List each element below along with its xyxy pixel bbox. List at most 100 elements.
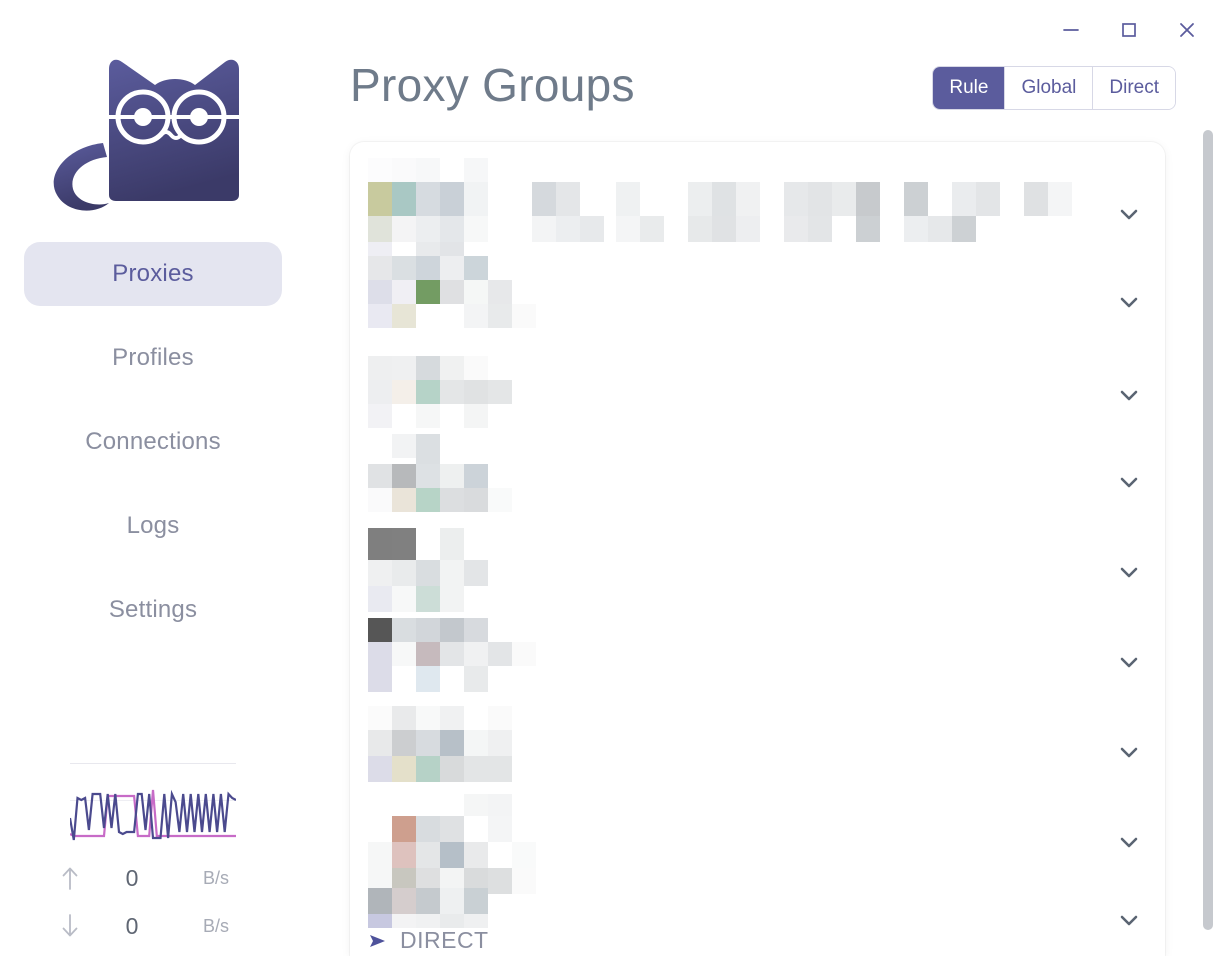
redacted-block <box>392 380 416 404</box>
redacted-block <box>368 560 392 586</box>
chevron-down-icon[interactable] <box>1093 827 1165 857</box>
redacted-block <box>464 304 488 328</box>
redacted-block <box>392 816 416 842</box>
scrollbar-thumb[interactable] <box>1203 129 1213 931</box>
redacted-block <box>392 158 416 182</box>
proxy-group-row-1[interactable] <box>350 156 1165 272</box>
redacted-block <box>440 756 464 782</box>
chevron-down-icon[interactable] <box>1093 380 1165 410</box>
redacted-block <box>392 488 416 512</box>
proxy-group-row-2[interactable] <box>350 254 1165 350</box>
redacted-block <box>464 280 488 304</box>
redacted-block <box>368 404 392 428</box>
redacted-block <box>440 280 464 304</box>
redacted-block <box>368 618 392 642</box>
minimize-icon[interactable] <box>1048 10 1094 50</box>
chevron-down-icon[interactable] <box>1093 199 1165 229</box>
mode-button-direct[interactable]: Direct <box>1093 67 1175 109</box>
proxy-group-row-8[interactable] <box>350 794 1165 894</box>
proxy-group-label <box>350 156 1093 272</box>
redacted-block <box>784 182 808 216</box>
redacted-block <box>464 794 488 816</box>
redacted-block <box>368 914 392 928</box>
traffic-sparkline <box>70 788 236 844</box>
proxy-group-row-6[interactable] <box>350 614 1165 710</box>
redacted-block <box>416 618 440 642</box>
sidebar-item-connections[interactable]: Connections <box>24 410 282 474</box>
redacted-block <box>392 586 416 612</box>
clash-cat-logo <box>33 14 273 232</box>
proxy-group-name: DIRECT <box>368 927 489 954</box>
redacted-block <box>464 730 488 756</box>
redacted-block <box>512 642 536 666</box>
redacted-block <box>440 182 464 216</box>
sidebar-item-profiles[interactable]: Profiles <box>24 326 282 390</box>
sidebar-item-proxies[interactable]: Proxies <box>24 242 282 306</box>
redacted-block <box>464 888 488 914</box>
sidebar-item-settings[interactable]: Settings <box>24 578 282 642</box>
redacted-block <box>416 464 440 488</box>
redacted-block <box>392 618 416 642</box>
chevron-down-icon[interactable] <box>1093 287 1165 317</box>
redacted-block <box>368 182 392 216</box>
mode-button-global[interactable]: Global <box>1005 67 1094 109</box>
main-scrollbar[interactable] <box>1202 104 1214 956</box>
redacted-block <box>464 256 488 280</box>
mode-button-rule[interactable]: Rule <box>933 67 1006 109</box>
redacted-block <box>464 642 488 666</box>
redacted-block <box>416 434 440 464</box>
proxy-group-row-5[interactable] <box>350 524 1165 620</box>
proxy-group-row-4[interactable] <box>350 434 1165 530</box>
close-icon[interactable] <box>1164 10 1210 50</box>
redacted-block <box>440 256 464 280</box>
proxy-group-list: DIRECT <box>350 142 1165 956</box>
sidebar-item-label: Logs <box>126 512 180 539</box>
redacted-block <box>416 356 440 380</box>
chevron-down-icon[interactable] <box>1093 737 1165 767</box>
redacted-block <box>416 816 440 842</box>
chevron-down-icon[interactable] <box>1093 557 1165 587</box>
chevron-down-icon[interactable] <box>1093 467 1165 497</box>
proxy-group-row-9[interactable]: DIRECT <box>350 884 1165 956</box>
proxy-group-row-3[interactable] <box>350 350 1165 440</box>
redacted-block <box>368 528 392 560</box>
redacted-block <box>392 560 416 586</box>
redacted-block <box>952 182 976 216</box>
upload-rate-unit: B/s <box>203 867 230 888</box>
redacted-block <box>488 280 512 304</box>
proxy-group-row-7[interactable] <box>350 704 1165 800</box>
redacted-block <box>488 756 512 782</box>
redacted-block <box>416 914 440 928</box>
redacted-block <box>512 304 536 328</box>
proxy-group-name-text: DIRECT <box>400 927 489 953</box>
redacted-block <box>392 888 416 914</box>
maximize-icon[interactable] <box>1106 10 1152 50</box>
redacted-block <box>832 182 856 216</box>
redacted-block <box>440 380 464 404</box>
sidebar-item-logs[interactable]: Logs <box>24 494 282 558</box>
chevron-down-icon[interactable] <box>1093 647 1165 677</box>
page-title: Proxy Groups <box>350 59 635 111</box>
redacted-block <box>736 182 760 216</box>
redacted-block <box>616 182 640 216</box>
redacted-block <box>464 404 488 428</box>
redacted-block <box>416 730 440 756</box>
redacted-block <box>368 256 392 280</box>
redacted-block <box>416 842 440 868</box>
proxy-group-label <box>350 434 1093 530</box>
redacted-block <box>464 914 488 928</box>
redacted-block <box>392 356 416 380</box>
redacted-block <box>368 488 392 512</box>
arrow-down-icon <box>57 913 83 939</box>
redacted-block <box>556 182 580 216</box>
chevron-down-icon[interactable] <box>1093 905 1165 935</box>
redacted-block <box>464 666 488 692</box>
redacted-block <box>392 730 416 756</box>
redacted-block <box>488 816 512 842</box>
redacted-block <box>392 182 416 216</box>
redacted-block <box>416 756 440 782</box>
redacted-block <box>440 706 464 730</box>
redacted-block <box>952 216 976 242</box>
redacted-block <box>440 488 464 512</box>
